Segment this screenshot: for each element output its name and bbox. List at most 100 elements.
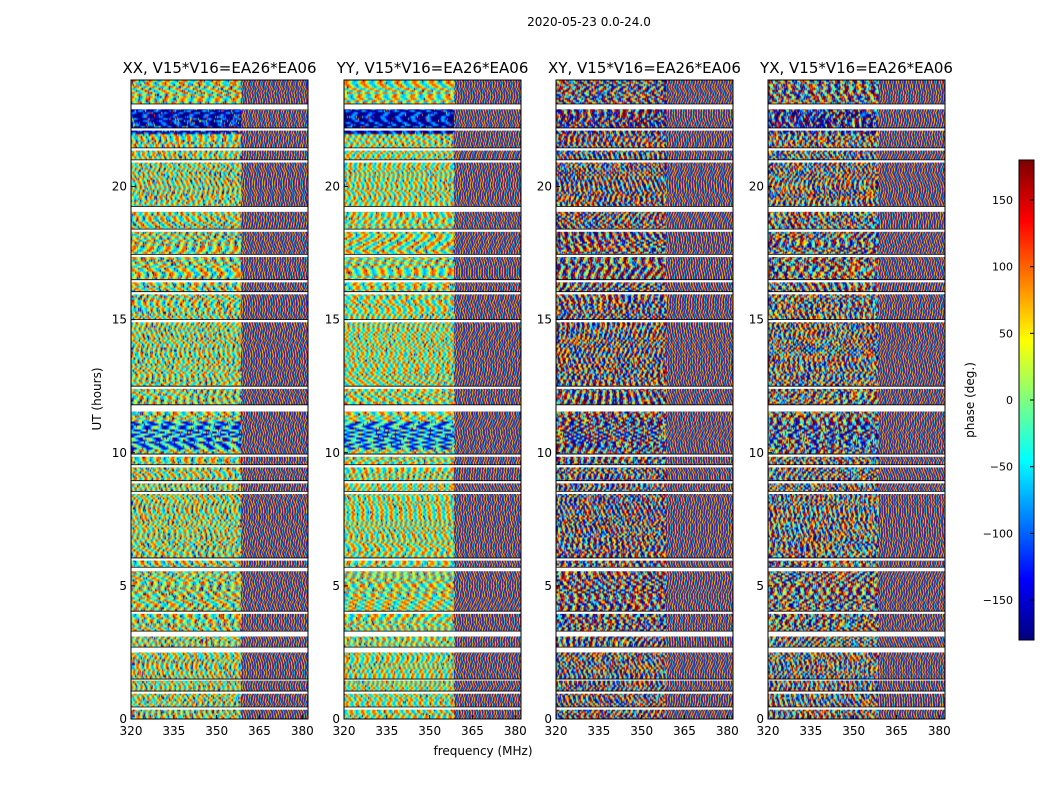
flagged-band	[344, 206, 521, 212]
flagged-band	[556, 491, 733, 495]
y-tick-label: 20	[112, 180, 127, 194]
flagged-band	[131, 707, 308, 710]
flagged-band	[556, 229, 733, 232]
panel-title: YX, V15*V16=EA26*EA06	[759, 59, 953, 77]
flagged-band	[556, 464, 733, 468]
flagged-band	[556, 679, 733, 681]
figure-suptitle: 2020-05-23 0.0-24.0	[527, 15, 651, 29]
flagged-band	[131, 147, 308, 151]
flagged-band	[556, 319, 733, 323]
flagged-band	[131, 206, 308, 212]
flagged-band	[131, 480, 308, 484]
flagged-band	[344, 491, 521, 495]
flagged-band	[131, 691, 308, 694]
y-tick-label: 10	[749, 446, 764, 460]
flagged-band	[556, 254, 733, 258]
flagged-band	[131, 464, 308, 468]
x-tick-label: 380	[716, 724, 739, 738]
flagged-band	[344, 404, 521, 412]
flagged-band	[556, 567, 733, 572]
y-tick-label: 10	[112, 446, 127, 460]
x-tick-label: 350	[418, 724, 441, 738]
flagged-band	[556, 159, 733, 163]
y-tick-label: 15	[325, 313, 340, 327]
colorbar-gradient	[1019, 160, 1034, 640]
flagged-band	[344, 611, 521, 614]
flagged-band	[344, 291, 521, 295]
x-tick-label: 320	[545, 724, 568, 738]
panel-frame	[343, 79, 522, 720]
x-tick-label: 335	[375, 724, 398, 738]
colorbar-label: phase (deg.)	[963, 362, 977, 438]
x-tick-label: 365	[673, 724, 696, 738]
flagged-band	[131, 159, 308, 163]
x-tick-label: 380	[504, 724, 527, 738]
colorbar-tick-label: 100	[992, 261, 1013, 274]
flagged-band	[768, 491, 945, 495]
flagged-band	[768, 611, 945, 614]
flagged-band	[131, 279, 308, 283]
flagged-band	[344, 103, 521, 110]
flagged-band	[131, 291, 308, 295]
flagged-band	[344, 631, 521, 637]
x-tick-label: 335	[162, 724, 185, 738]
flagged-band	[344, 464, 521, 468]
flagged-band	[768, 386, 945, 389]
flagged-band	[131, 319, 308, 323]
flagged-band	[556, 404, 733, 412]
y-tick-label: 5	[332, 579, 340, 593]
x-tick-label: 335	[799, 724, 822, 738]
flagged-band	[768, 557, 945, 561]
flagged-band	[131, 454, 308, 457]
flagged-band	[344, 159, 521, 163]
flagged-band	[131, 557, 308, 561]
flagged-band	[768, 159, 945, 163]
flagged-band	[556, 480, 733, 484]
panel-frame	[767, 79, 946, 720]
flagged-band	[768, 404, 945, 412]
y-tick-label: 5	[119, 579, 127, 593]
y-tick-label: 5	[544, 579, 552, 593]
flagged-band	[556, 691, 733, 694]
flagged-band	[344, 147, 521, 151]
x-tick-label: 380	[291, 724, 314, 738]
flagged-band	[768, 691, 945, 694]
panel-title: XX, V15*V16=EA26*EA06	[122, 59, 316, 77]
flagged-band	[131, 611, 308, 614]
x-tick-label: 350	[842, 724, 865, 738]
flagged-band	[131, 127, 308, 131]
flagged-band	[344, 691, 521, 694]
colorbar-tick-label: 150	[992, 194, 1013, 207]
flagged-band	[768, 291, 945, 295]
flagged-band	[556, 386, 733, 389]
flagged-band	[768, 567, 945, 572]
flagged-band	[344, 557, 521, 561]
flagged-band	[768, 254, 945, 258]
colorbar: 150 100 50 0 −50 −100 −150	[983, 159, 1035, 641]
y-tick-label: 0	[756, 712, 764, 726]
x-axis-label: frequency (MHz)	[433, 744, 532, 758]
x-tick-label: 350	[205, 724, 228, 738]
panel-title: XY, V15*V16=EA26*EA06	[548, 59, 741, 77]
flagged-band	[556, 127, 733, 131]
flagged-band	[768, 631, 945, 637]
flagged-band	[768, 679, 945, 681]
flagged-band	[131, 103, 308, 110]
panels-group: XX, V15*V16=EA26*EA06 320 335 350 365 380 0 5 10…	[112, 59, 953, 738]
flagged-band	[768, 279, 945, 283]
y-tick-label: 20	[325, 180, 340, 194]
flagged-band	[556, 206, 733, 212]
flagged-band	[768, 127, 945, 131]
x-tick-label: 335	[587, 724, 610, 738]
flagged-band	[344, 567, 521, 572]
panel-heatmap	[768, 80, 945, 719]
y-tick-label: 0	[332, 712, 340, 726]
panel-heatmap	[344, 80, 521, 719]
flagged-band	[344, 679, 521, 681]
y-tick-label: 5	[756, 579, 764, 593]
flagged-band	[768, 480, 945, 484]
flagged-band	[131, 404, 308, 412]
flagged-band	[131, 386, 308, 389]
x-tick-label: 320	[757, 724, 780, 738]
flagged-band	[344, 454, 521, 457]
